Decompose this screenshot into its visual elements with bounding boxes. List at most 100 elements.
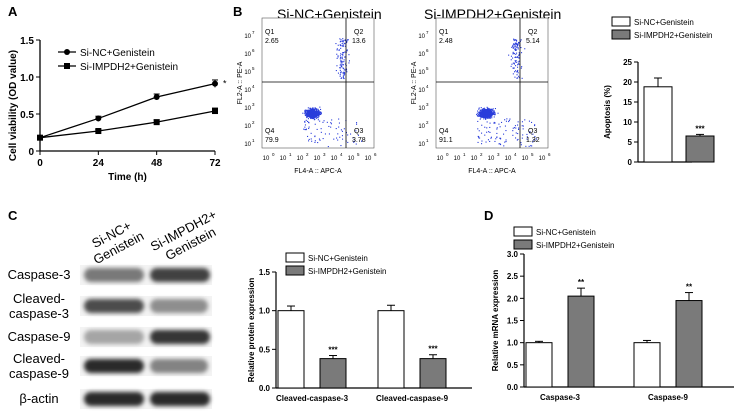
flow-event xyxy=(339,38,341,40)
flow-event xyxy=(318,110,320,112)
flow-event xyxy=(489,110,491,112)
flow-event xyxy=(515,49,517,51)
flow-event xyxy=(306,109,308,111)
flow-event xyxy=(517,64,519,66)
legend-swatch xyxy=(513,239,533,250)
flow-event xyxy=(531,145,533,147)
flow-event xyxy=(317,111,319,113)
flow-event xyxy=(487,117,489,119)
flow-event xyxy=(513,43,515,45)
flow-event xyxy=(493,111,495,113)
legend-label: Si-IMPDH2+Genistein xyxy=(308,267,386,276)
y-tick-exponent: 2 xyxy=(252,120,255,125)
flow-event xyxy=(484,112,486,114)
flow-event xyxy=(512,127,514,129)
flow-event xyxy=(519,40,521,42)
flow-event xyxy=(517,138,519,140)
significance-mark: ** xyxy=(686,283,693,292)
flow-event xyxy=(504,125,506,127)
flow-event xyxy=(304,111,306,113)
flow-event xyxy=(311,109,313,111)
flow-event xyxy=(340,65,342,67)
flow-event xyxy=(308,140,310,142)
y-tick-label: 1.0 xyxy=(20,73,34,84)
flow-event xyxy=(478,136,480,138)
flow-event xyxy=(341,130,343,132)
bar-nc xyxy=(525,342,553,388)
flow-event xyxy=(487,110,489,112)
flow-event xyxy=(486,114,488,116)
flow-event xyxy=(481,109,483,111)
flow-event xyxy=(531,121,533,123)
flow-event xyxy=(339,64,341,66)
flow-event xyxy=(484,109,486,111)
flow-event xyxy=(330,122,332,124)
flow-event xyxy=(516,43,518,45)
flow-event xyxy=(344,69,346,71)
legend-marker xyxy=(64,49,70,55)
x-tick-base: 10 xyxy=(437,156,444,162)
quadrant-q3-value: 3.78 xyxy=(352,137,366,144)
quadrant-q4: Q4 xyxy=(439,128,448,135)
flow-event xyxy=(342,52,344,54)
y-axis-label: Relative mRNA expression xyxy=(491,270,500,372)
flow-event xyxy=(494,113,496,115)
flow-frame xyxy=(261,17,375,149)
flow-event xyxy=(494,122,496,124)
y-tick-base: 10 xyxy=(244,142,251,148)
flow-event xyxy=(310,108,312,110)
flow-event xyxy=(508,121,510,123)
flow-event xyxy=(339,74,341,76)
flow-event xyxy=(305,119,307,121)
flow-event xyxy=(338,126,340,128)
flow-event xyxy=(488,110,490,112)
significance-mark: ** xyxy=(578,278,585,287)
y-tick-label: 0.0 xyxy=(259,384,271,393)
flow-event xyxy=(486,112,488,114)
flow-event xyxy=(322,138,324,140)
quadrant-q2: Q2 xyxy=(354,29,363,36)
flow-event xyxy=(305,109,307,111)
flow-event xyxy=(342,77,344,79)
flow-event xyxy=(320,113,322,115)
flow-event xyxy=(327,146,329,148)
flow-event xyxy=(482,111,484,113)
flow-event xyxy=(481,113,483,115)
flow-event xyxy=(487,111,489,113)
blot-band xyxy=(84,299,144,313)
flow-event xyxy=(316,116,318,118)
flow-event xyxy=(308,138,310,140)
flow-event xyxy=(484,134,486,136)
panel-label-b: B xyxy=(233,4,243,19)
flow-event xyxy=(487,113,489,115)
flow-event xyxy=(304,126,306,128)
flow-event xyxy=(515,56,517,58)
flow-event xyxy=(314,116,316,118)
flow-event xyxy=(521,121,523,123)
flow-event xyxy=(488,115,490,117)
flow-event xyxy=(342,45,344,47)
flow-event xyxy=(345,39,347,41)
flow-event xyxy=(520,39,522,41)
flow-event xyxy=(314,114,316,116)
flow-event xyxy=(515,60,517,62)
bar-impdh2 xyxy=(319,358,347,389)
flow-event xyxy=(481,112,483,114)
flow-event xyxy=(320,111,322,113)
flow-event xyxy=(476,112,478,114)
flow-event xyxy=(341,43,343,45)
flow-event xyxy=(348,62,350,64)
y-tick-base: 10 xyxy=(418,88,425,94)
flow-event xyxy=(317,108,319,110)
x-tick-base: 10 xyxy=(263,156,270,162)
flow-event xyxy=(493,121,495,123)
flow-event xyxy=(343,71,345,73)
category-label: Caspase-9 xyxy=(648,393,689,402)
flow-event xyxy=(479,114,481,116)
flow-event xyxy=(307,111,309,113)
flow-x-label: FL4-A :: APC-A xyxy=(468,168,516,175)
bar-impdh2 xyxy=(685,135,715,163)
flow-event xyxy=(515,132,517,134)
flow-event xyxy=(515,61,517,63)
flow-event xyxy=(304,113,306,115)
